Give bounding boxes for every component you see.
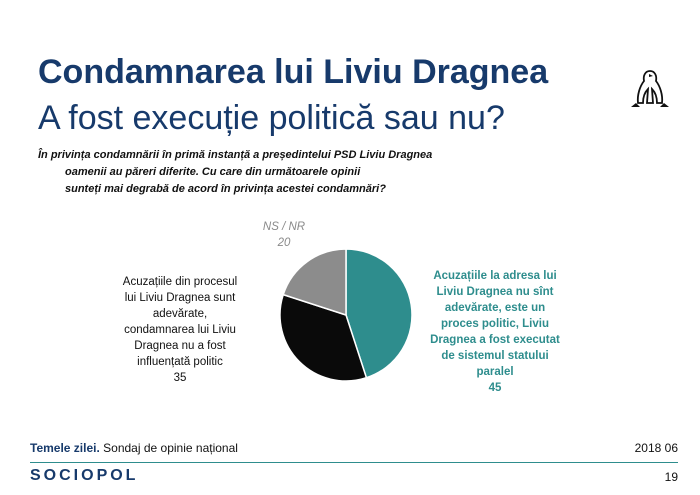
page-number: 19 xyxy=(664,470,678,484)
slice-label-ns: NS / NR 20 xyxy=(246,219,322,251)
slice-label-text: lui Liviu Dragnea sunt xyxy=(124,292,236,304)
slice-label-political: Acuzațiile la adresa lui Liviu Dragnea n… xyxy=(420,268,570,396)
question-line: sunteți mai degrabă de acord în privința… xyxy=(65,183,386,195)
pie-chart xyxy=(279,248,413,382)
slice-value-label: 20 xyxy=(277,237,291,249)
question-line: În privința condamnării în primă instanț… xyxy=(38,149,433,161)
slice-label-text: de sistemul statului xyxy=(441,350,549,362)
pie-slice-political xyxy=(345,248,413,379)
pie-slice-ns xyxy=(282,248,347,317)
footer-date: 2018 06 xyxy=(634,441,678,455)
slice-label-text: Liviu Dragnea nu sînt xyxy=(436,286,554,298)
slice-label-text: paralel xyxy=(476,366,514,378)
footer-source-text: Sondaj de opinie național xyxy=(99,441,238,455)
footer-divider xyxy=(30,462,678,463)
slice-value-label: 35 xyxy=(173,372,187,384)
slice-label-text: condamnarea lui Liviu xyxy=(124,324,236,336)
brand-logo: SOCIOPOL xyxy=(30,467,139,484)
footer-source-bold: Temele zilei. xyxy=(30,441,100,455)
slice-label-text: influențată politic xyxy=(137,356,223,368)
slice-label-text: adevărate, este un xyxy=(444,302,546,314)
footer-source: Temele zilei. Sondaj de opinie național xyxy=(30,441,238,455)
slice-label-text: proces politic, Liviu xyxy=(441,318,549,330)
slice-label-text: NS / NR xyxy=(262,221,306,233)
slice-label-text: Acuzațiile la adresa lui xyxy=(433,270,557,282)
slide-title: Condamnarea lui Liviu Dragnea xyxy=(38,53,549,91)
pie-slice-true xyxy=(279,293,368,382)
survey-question: În privința condamnării în primă instanț… xyxy=(38,147,478,198)
penguin-logo-icon xyxy=(631,70,669,107)
slice-label-text: adevărate, xyxy=(152,308,208,320)
question-line: oamenii au păreri diferite. Cu care din … xyxy=(65,166,361,178)
slice-label-true: Acuzațiile din procesul lui Liviu Dragne… xyxy=(110,274,250,386)
slide-subtitle: A fost execuție politică sau nu? xyxy=(38,99,505,137)
slice-label-text: Dragnea a fost executat xyxy=(430,334,560,346)
slice-label-text: Dragnea nu a fost xyxy=(134,340,226,352)
slice-value-label: 45 xyxy=(488,382,502,394)
slice-label-text: Acuzațiile din procesul xyxy=(122,276,238,288)
